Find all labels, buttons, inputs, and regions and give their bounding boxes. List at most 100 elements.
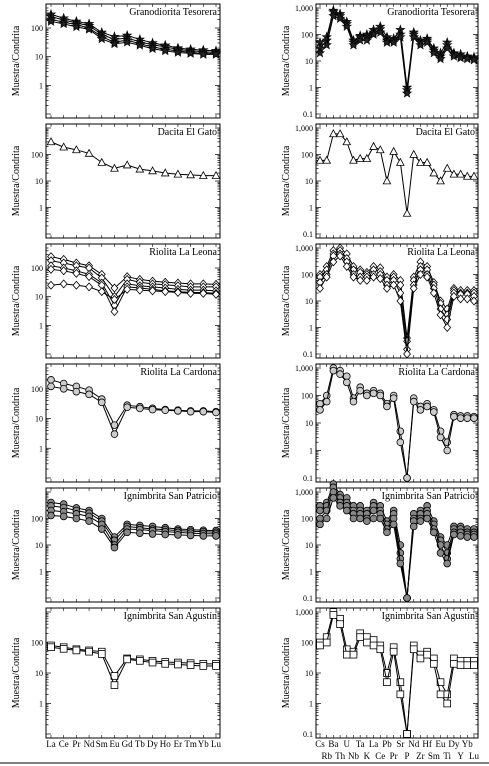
data-point [468, 54, 480, 65]
data-point [456, 661, 465, 670]
data-point [160, 168, 170, 177]
y-tick-label: 1 [39, 700, 43, 709]
data-point [59, 512, 68, 521]
y-tick-label: 0.1 [303, 474, 313, 483]
chart-panel: 100 10 1 Muestra/Condrita Riolita La Cardona [11, 363, 221, 483]
data-point [198, 48, 209, 59]
data-point [375, 145, 385, 154]
x-tick-label: Tb [135, 739, 145, 749]
data-point [349, 650, 358, 659]
data-point [174, 407, 182, 415]
data-point [321, 39, 332, 50]
x-tick-label: Rb [321, 751, 332, 761]
data-point [376, 274, 385, 284]
y-axis-label: Muestra/Condrita [11, 509, 22, 580]
x-tick-label: Pr [390, 751, 398, 761]
plot-frame [45, 3, 221, 119]
data-point [416, 517, 425, 525]
data-point [388, 37, 399, 47]
data-point [443, 699, 452, 708]
data-point [423, 272, 432, 282]
data-point [355, 153, 365, 162]
x-tick-label: La [369, 739, 379, 749]
data-point [436, 433, 445, 442]
y-tick-label: 1,000 [295, 4, 313, 13]
y-tick-label: 10 [305, 177, 313, 186]
data-point [85, 517, 93, 525]
data-point [185, 47, 196, 58]
data-point [470, 296, 478, 306]
data-point [463, 294, 472, 304]
x-tick-label: Hf [422, 739, 432, 749]
data-series [316, 611, 478, 738]
plot-frame [45, 363, 221, 483]
x-tick-label: Pb [382, 739, 392, 749]
data-point [45, 15, 57, 26]
data-point [316, 641, 324, 650]
data-point [135, 164, 145, 173]
y-tick-label: 1,000 [295, 124, 313, 133]
data-point [47, 280, 55, 290]
y-axis-label: Muestra/Condrita [281, 509, 292, 580]
y-tick-label: 1 [39, 81, 43, 90]
y-tick-label: 10 [305, 297, 313, 306]
data-point [456, 532, 465, 540]
data-point [329, 611, 338, 619]
data-point [430, 408, 438, 416]
data-point [396, 559, 405, 568]
series-line [319, 369, 474, 479]
chart-panel: 1,000 100 10 1 0.1 Muestra/Condrita Ignimbrita… [281, 480, 479, 603]
data-point [463, 661, 472, 670]
x-tick-label: Dy [147, 739, 158, 749]
chart-title: Ignimbrita San Patricio [382, 491, 475, 502]
data-point [409, 397, 418, 406]
data-point [336, 620, 344, 628]
chart-panel: 100 10 1 Muestra/Condrita Riolita La Leona [11, 243, 221, 359]
data-point [212, 662, 220, 670]
y-tick-label: 1,000 [295, 364, 313, 373]
data-point [72, 280, 81, 290]
data-point [173, 169, 183, 178]
data-point [342, 506, 351, 515]
x-tick-label: Lu [211, 739, 221, 749]
data-point [110, 163, 119, 172]
y-axis-label: Muestra/Condrita [281, 387, 292, 458]
x-tick-label: Eu [436, 739, 446, 749]
data-point [336, 502, 344, 510]
y-tick-label: 0.1 [303, 594, 313, 603]
data-point [369, 641, 378, 650]
y-tick-label: 100 [301, 392, 313, 401]
data-point [470, 661, 478, 670]
chart-title: Granodiorita Tesorera [387, 7, 475, 18]
data-series [47, 643, 220, 689]
data-point [148, 658, 157, 667]
data-point [416, 654, 425, 663]
data-point [211, 170, 221, 179]
y-tick-label: 10 [305, 419, 313, 428]
chart-panel: 1,000 100 10 1 0.1 Muestra/Condrita Granodiori… [281, 3, 480, 119]
x-tick-label: Eu [109, 739, 119, 749]
data-point [160, 45, 171, 56]
data-point [396, 678, 405, 686]
data-point [429, 168, 439, 177]
data-point [363, 391, 371, 400]
data-point [135, 285, 144, 295]
y-tick-label: 1 [309, 700, 313, 709]
x-tick-label: U [344, 739, 351, 749]
data-point [396, 438, 405, 447]
x-tick-label: Th [335, 751, 345, 761]
data-point [361, 34, 373, 45]
data-series [47, 279, 220, 304]
data-point [450, 530, 458, 539]
data-point [148, 530, 157, 538]
data-point [408, 31, 419, 42]
y-tick-label: 10 [305, 669, 313, 678]
data-point [174, 660, 182, 669]
data-point [212, 532, 220, 540]
data-point [161, 287, 170, 297]
data-point [341, 21, 352, 31]
x-axis-labels: La Ce Pr Nd Sm Eu Gd Tb Dy Ho Er Tm Yb Lu Cs Ba U Ta La Pb S… [46, 739, 479, 761]
x-tick-label: Dy [448, 739, 459, 749]
data-point [349, 272, 358, 282]
data-point [46, 137, 56, 146]
